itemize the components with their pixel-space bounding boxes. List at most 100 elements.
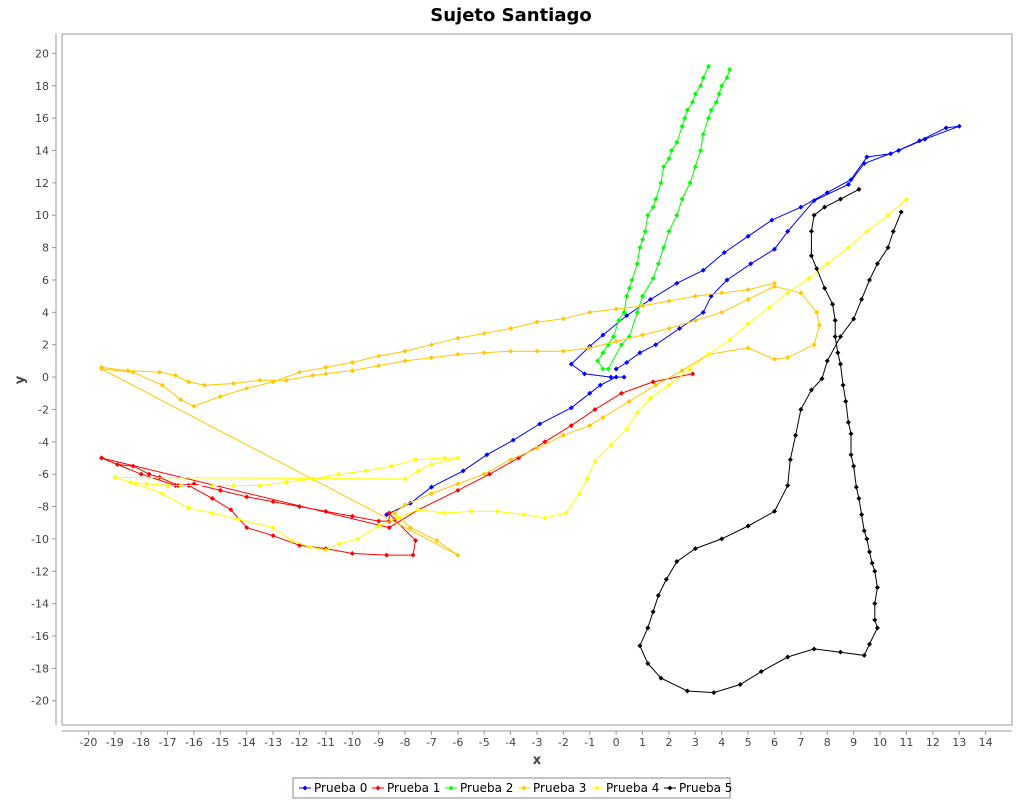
data-point [830, 301, 836, 307]
data-point [626, 398, 632, 404]
data-point [848, 431, 854, 437]
data-point [819, 376, 825, 382]
legend-label: Prueba 1 [387, 781, 440, 795]
y-tick-label: 14 [35, 145, 49, 158]
data-point [481, 350, 487, 356]
data-point [772, 508, 777, 514]
data-point [394, 515, 400, 521]
data-point [143, 481, 149, 487]
x-tick-label: 1 [639, 736, 646, 749]
data-point [455, 455, 461, 461]
data-point [898, 209, 904, 215]
x-tick-label: -10 [343, 736, 361, 749]
data-point [618, 342, 624, 348]
data-point [542, 515, 548, 521]
x-tick-label: -13 [264, 736, 282, 749]
data-point [349, 513, 355, 519]
data-point [824, 190, 830, 196]
data-point [634, 261, 640, 267]
data-point [355, 536, 361, 542]
data-point [568, 405, 574, 411]
legend-item: Prueba 1 [372, 781, 440, 795]
data-point [808, 228, 814, 234]
data-point [650, 609, 656, 615]
data-point [837, 334, 843, 340]
data-point [560, 316, 566, 322]
data-point [402, 502, 408, 508]
y-tick-label: 12 [35, 177, 49, 190]
data-point [534, 348, 540, 354]
data-point [727, 337, 733, 343]
y-axis-label: y [13, 375, 28, 384]
legend-label: Prueba 0 [314, 781, 367, 795]
data-point [460, 468, 466, 474]
data-point [634, 410, 640, 416]
data-point [624, 426, 630, 432]
data-point [608, 442, 614, 448]
data-point [600, 350, 606, 356]
data-point [600, 332, 606, 338]
data-point [323, 508, 329, 514]
data-point [806, 275, 812, 281]
data-point [587, 423, 593, 429]
data-point [837, 361, 843, 367]
data-point [640, 303, 646, 309]
data-point [376, 523, 382, 529]
legend-item: Prueba 5 [664, 781, 732, 795]
data-point [758, 669, 764, 675]
data-point [666, 326, 672, 332]
data-point [808, 387, 814, 393]
data-point [698, 83, 704, 89]
data-point [811, 646, 817, 652]
data-point [244, 525, 250, 531]
data-point [859, 512, 865, 518]
data-point [658, 675, 664, 681]
data-point [592, 406, 598, 412]
x-tick-label: 3 [692, 736, 699, 749]
series-line [101, 373, 693, 556]
data-point [700, 309, 706, 315]
data-point [650, 275, 656, 281]
data-point [130, 369, 136, 375]
data-point [568, 423, 574, 429]
x-tick-label: 12 [926, 736, 940, 749]
data-point [745, 523, 751, 529]
series-line [114, 198, 907, 551]
data-point [283, 479, 289, 485]
y-tick-label: -20 [31, 695, 49, 708]
data-point [700, 131, 706, 137]
data-point [621, 374, 627, 380]
x-tick-label: 14 [979, 736, 993, 749]
data-point [402, 476, 408, 482]
data-point [727, 67, 733, 73]
data-point [362, 468, 368, 474]
data-point [637, 350, 643, 356]
data-point [172, 372, 178, 378]
data-point [745, 287, 751, 293]
data-point [637, 245, 643, 251]
data-point [684, 107, 690, 113]
data-point [257, 482, 263, 488]
data-point [793, 432, 799, 438]
data-point [785, 290, 791, 296]
y-tick-label: 18 [35, 80, 49, 93]
x-tick-label: -18 [132, 736, 150, 749]
legend-item: Prueba 2 [445, 781, 513, 795]
data-point [840, 382, 846, 388]
data-point [323, 547, 329, 553]
data-point [716, 91, 722, 97]
data-point [719, 290, 725, 296]
data-point [811, 212, 817, 218]
data-point [434, 538, 440, 544]
data-point [856, 186, 862, 192]
series-layer [99, 63, 962, 696]
data-point [872, 617, 878, 623]
data-point [146, 471, 152, 477]
data-point [508, 348, 514, 354]
data-point [209, 510, 215, 516]
data-point [859, 296, 865, 302]
chart-title: Sujeto Santiago [430, 5, 592, 26]
data-point [885, 245, 891, 251]
x-tick-label: -20 [79, 736, 97, 749]
data-point [307, 544, 313, 550]
